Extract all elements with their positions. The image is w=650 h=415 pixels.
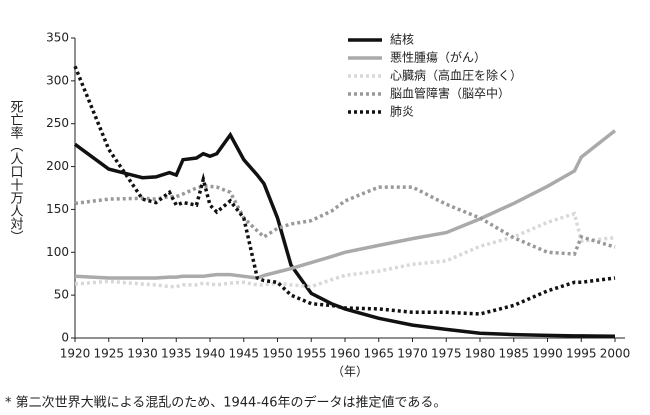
y-tick-label: 250 bbox=[46, 116, 69, 130]
footnote: * 第二次世界大戦による混乱のため、1944-46年のデータは推定値である。 bbox=[5, 395, 446, 411]
x-tick-label: 1985 bbox=[498, 347, 529, 361]
y-tick-label: 350 bbox=[46, 31, 69, 45]
legend-label: 心臓病（高血圧を除く） bbox=[390, 68, 522, 83]
x-tick-label: 1940 bbox=[195, 347, 226, 361]
x-tick-label: 1955 bbox=[296, 347, 327, 361]
x-tick-label: 1950 bbox=[262, 347, 293, 361]
series-line bbox=[74, 211, 616, 289]
legend-label: 肺炎 bbox=[390, 105, 414, 119]
x-tick-label: 1930 bbox=[127, 347, 158, 361]
legend-label: 結核 bbox=[390, 33, 414, 47]
y-tick-label: 150 bbox=[46, 202, 69, 216]
x-tick-label: 1990 bbox=[532, 347, 563, 361]
x-tick-label: 1965 bbox=[363, 347, 394, 361]
y-tick-label: 100 bbox=[46, 245, 69, 259]
y-tick-label: 200 bbox=[46, 159, 69, 173]
x-tick-label: 1970 bbox=[397, 347, 428, 361]
series-line bbox=[73, 131, 616, 339]
x-tick-label: 1925 bbox=[93, 347, 124, 361]
x-tick-label: 2000 bbox=[600, 347, 631, 361]
x-tick-label: 1935 bbox=[161, 347, 192, 361]
x-tick-label: 1995 bbox=[566, 347, 597, 361]
y-axis-label: 死亡率（人口十万人対） bbox=[8, 100, 24, 243]
x-tick-label: 1960 bbox=[330, 347, 361, 361]
y-tick-label: 0 bbox=[61, 331, 69, 345]
x-tick-label: 1920 bbox=[60, 347, 91, 361]
series-line bbox=[74, 184, 616, 256]
series-line bbox=[73, 65, 616, 316]
y-tick-label: 50 bbox=[54, 288, 69, 302]
x-tick-label: 1945 bbox=[228, 347, 259, 361]
series-line bbox=[74, 129, 617, 280]
x-tick-label: 1975 bbox=[431, 347, 462, 361]
x-axis-label: （年） bbox=[332, 365, 368, 379]
legend-label: 悪性腫瘍（がん） bbox=[390, 50, 486, 65]
x-tick-label: 1980 bbox=[465, 347, 496, 361]
legend-label: 脳血管障害（脳卒中） bbox=[390, 86, 510, 101]
y-tick-label: 300 bbox=[46, 73, 69, 87]
